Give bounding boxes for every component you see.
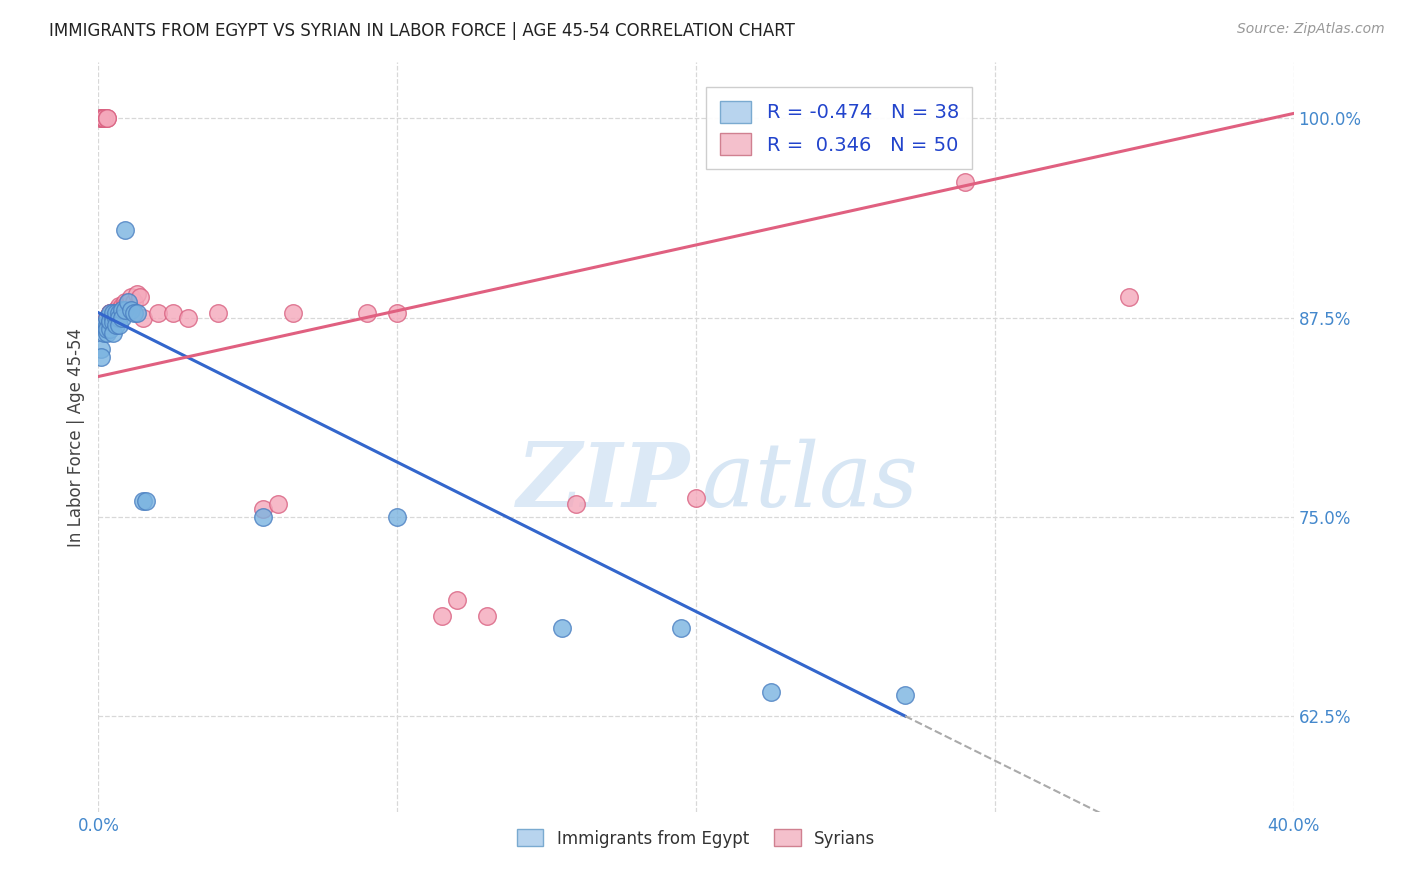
Point	[135, 493, 157, 508]
Point	[90, 112, 112, 126]
Point	[177, 310, 200, 325]
Point	[894, 689, 917, 703]
Point	[685, 491, 707, 505]
Point	[93, 326, 115, 341]
Point	[105, 306, 128, 320]
Point	[103, 306, 125, 320]
Point	[103, 310, 125, 325]
Point	[98, 315, 122, 329]
Point	[385, 306, 409, 320]
Point	[669, 621, 692, 635]
Point	[132, 493, 155, 508]
Point	[162, 306, 184, 320]
Point	[98, 306, 122, 320]
Point	[98, 306, 122, 320]
Point	[129, 290, 152, 304]
Text: ZIP: ZIP	[516, 439, 690, 525]
Point	[281, 306, 304, 320]
Point	[93, 318, 115, 333]
Point	[446, 592, 468, 607]
Point	[127, 286, 149, 301]
Point	[96, 321, 118, 335]
Point	[108, 302, 131, 317]
Legend: Immigrants from Egypt, Syrians: Immigrants from Egypt, Syrians	[509, 821, 883, 855]
Point	[93, 112, 115, 126]
Point	[565, 497, 588, 511]
Point	[105, 310, 128, 325]
Point	[385, 509, 409, 524]
Point	[103, 306, 125, 320]
Point	[252, 509, 274, 524]
Point	[105, 310, 128, 325]
Point	[356, 306, 378, 320]
Point	[114, 299, 136, 313]
Point	[105, 306, 128, 320]
Point	[117, 294, 139, 309]
Point	[90, 112, 112, 126]
Point	[120, 290, 142, 304]
Point	[108, 306, 131, 320]
Point	[108, 306, 131, 320]
Point	[105, 318, 128, 333]
Y-axis label: In Labor Force | Age 45-54: In Labor Force | Age 45-54	[66, 327, 84, 547]
Point	[759, 685, 782, 699]
Point	[96, 326, 118, 341]
Point	[207, 306, 229, 320]
Point	[96, 112, 118, 126]
Text: IMMIGRANTS FROM EGYPT VS SYRIAN IN LABOR FORCE | AGE 45-54 CORRELATION CHART: IMMIGRANTS FROM EGYPT VS SYRIAN IN LABOR…	[49, 22, 794, 40]
Point	[111, 299, 134, 313]
Point	[98, 306, 122, 320]
Point	[103, 306, 125, 320]
Point	[252, 501, 274, 516]
Point	[96, 310, 118, 325]
Point	[93, 112, 115, 126]
Point	[105, 310, 128, 325]
Point	[111, 310, 134, 325]
Point	[98, 314, 122, 328]
Point	[111, 302, 134, 317]
Point	[124, 306, 146, 320]
Point	[148, 306, 170, 320]
Point	[111, 302, 134, 317]
Point	[953, 175, 976, 189]
Point	[96, 318, 118, 333]
Point	[114, 302, 136, 317]
Point	[430, 608, 453, 623]
Point	[475, 608, 498, 623]
Point	[117, 299, 139, 313]
Point	[108, 299, 131, 313]
Point	[90, 351, 112, 365]
Point	[108, 310, 131, 325]
Point	[90, 112, 112, 126]
Point	[267, 497, 290, 511]
Text: Source: ZipAtlas.com: Source: ZipAtlas.com	[1237, 22, 1385, 37]
Point	[96, 310, 118, 325]
Point	[108, 318, 131, 333]
Text: atlas: atlas	[702, 439, 918, 525]
Point	[103, 310, 125, 325]
Point	[93, 112, 115, 126]
Point	[1118, 290, 1140, 304]
Point	[132, 310, 155, 325]
Point	[127, 306, 149, 320]
Point	[117, 294, 139, 309]
Point	[90, 343, 112, 357]
Point	[124, 294, 146, 309]
Point	[98, 306, 122, 320]
Point	[98, 321, 122, 335]
Point	[96, 310, 118, 325]
Point	[105, 302, 128, 317]
Point	[120, 302, 142, 317]
Point	[103, 315, 125, 329]
Point	[96, 112, 118, 126]
Point	[114, 223, 136, 237]
Point	[103, 326, 125, 341]
Point	[550, 621, 572, 635]
Point	[114, 294, 136, 309]
